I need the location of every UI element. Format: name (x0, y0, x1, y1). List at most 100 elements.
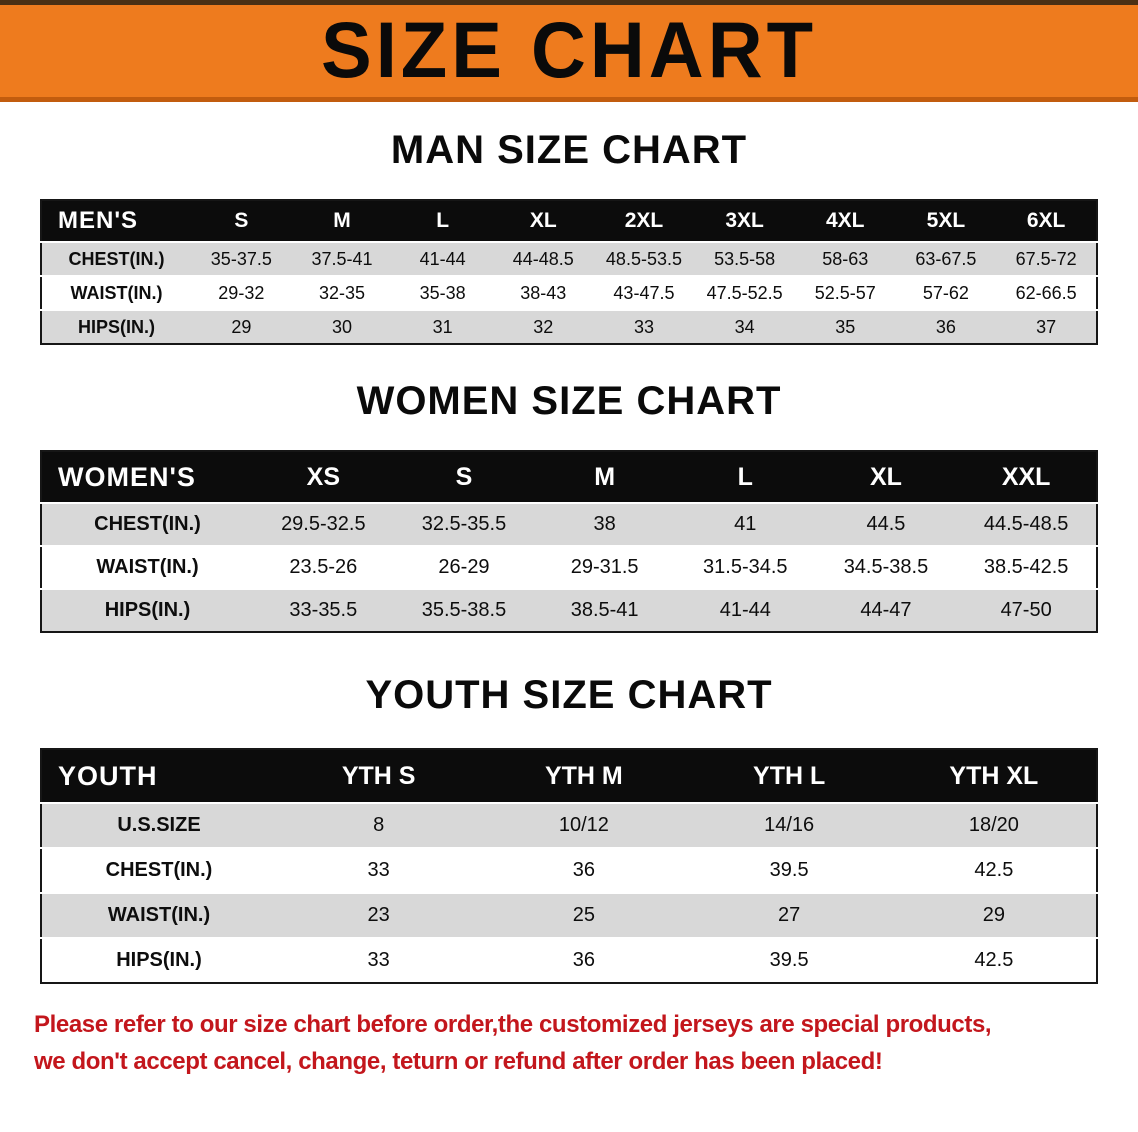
row-label: U.S.SIZE (41, 803, 276, 848)
banner: SIZE CHART (0, 0, 1138, 102)
men-waist-row: WAIST(IN.) 29-32 32-35 35-38 38-43 43-47… (41, 276, 1097, 310)
size-value: 32.5-35.5 (393, 503, 535, 546)
size-value: 58-63 (794, 242, 896, 276)
women-waist-row: WAIST(IN.) 23.5-26 26-29 29-31.5 31.5-34… (41, 546, 1097, 589)
size-value: 34 (694, 310, 795, 344)
size-value: 33 (593, 310, 695, 344)
size-value: 62-66.5 (996, 276, 1097, 310)
size-value: 35.5-38.5 (393, 589, 535, 632)
youth-table-label: YOUTH (41, 749, 276, 803)
size-col-header: L (392, 200, 493, 242)
size-value: 47-50 (956, 589, 1097, 632)
size-value: 42.5 (891, 848, 1097, 893)
size-col-header: S (191, 200, 292, 242)
size-col-header: XS (253, 451, 394, 503)
size-value: 47.5-52.5 (694, 276, 795, 310)
size-col-header: 3XL (694, 200, 795, 242)
size-value: 48.5-53.5 (593, 242, 695, 276)
size-value: 29 (891, 893, 1097, 938)
women-section: WOMEN SIZE CHART WOMEN'S XS S M L XL XXL… (0, 379, 1138, 633)
size-value: 53.5-58 (694, 242, 795, 276)
note-line-1: Please refer to our size chart before or… (34, 1011, 992, 1038)
size-col-header: 2XL (593, 200, 695, 242)
youth-ussize-row: U.S.SIZE 8 10/12 14/16 18/20 (41, 803, 1097, 848)
size-value: 41-44 (674, 589, 816, 632)
youth-header-row: YOUTH YTH S YTH M YTH L YTH XL (41, 749, 1097, 803)
men-header-row: MEN'S S M L XL 2XL 3XL 4XL 5XL 6XL (41, 200, 1097, 242)
size-col-header: M (291, 200, 393, 242)
size-value: 33 (276, 848, 482, 893)
men-section-heading: MAN SIZE CHART (390, 128, 748, 172)
youth-section: YOUTH SIZE CHART YOUTH YTH S YTH M YTH L… (0, 673, 1138, 984)
size-value: 29-32 (191, 276, 292, 310)
size-value: 35-38 (392, 276, 493, 310)
women-table-label: WOMEN'S (41, 451, 253, 503)
row-label: CHEST(IN.) (41, 242, 191, 276)
row-label: HIPS(IN.) (41, 938, 276, 983)
size-value: 18/20 (891, 803, 1097, 848)
size-value: 35 (794, 310, 896, 344)
size-col-header: 6XL (996, 200, 1097, 242)
size-value: 23 (276, 893, 482, 938)
note-line-2: we don't accept cancel, change, teturn o… (34, 1048, 883, 1076)
size-value: 37 (996, 310, 1097, 344)
size-value: 57-62 (895, 276, 997, 310)
women-chest-row: CHEST(IN.) 29.5-32.5 32.5-35.5 38 41 44.… (41, 503, 1097, 546)
size-value: 67.5-72 (996, 242, 1097, 276)
women-section-heading: WOMEN SIZE CHART (356, 379, 782, 423)
men-chest-row: CHEST(IN.) 35-37.5 37.5-41 41-44 44-48.5… (41, 242, 1097, 276)
size-col-header: YTH L (686, 749, 892, 803)
size-value: 31.5-34.5 (674, 546, 816, 589)
size-value: 44-47 (815, 589, 957, 632)
women-size-table: WOMEN'S XS S M L XL XXL CHEST(IN.) 29.5-… (40, 450, 1098, 633)
men-table-label: MEN'S (41, 200, 191, 242)
size-value: 27 (686, 893, 892, 938)
row-label: CHEST(IN.) (41, 503, 253, 546)
size-value: 63-67.5 (895, 242, 997, 276)
size-value: 32 (492, 310, 594, 344)
size-col-header: XL (815, 451, 957, 503)
size-value: 38-43 (492, 276, 594, 310)
size-value: 38 (534, 503, 675, 546)
size-value: 44.5-48.5 (956, 503, 1097, 546)
size-value: 29 (191, 310, 292, 344)
size-value: 36 (481, 938, 687, 983)
size-value: 44-48.5 (492, 242, 594, 276)
size-value: 29-31.5 (534, 546, 675, 589)
size-value: 23.5-26 (253, 546, 394, 589)
size-value: 38.5-41 (534, 589, 675, 632)
size-col-header: S (393, 451, 535, 503)
size-value: 36 (481, 848, 687, 893)
men-size-table: MEN'S S M L XL 2XL 3XL 4XL 5XL 6XL CHEST… (40, 199, 1098, 345)
size-value: 30 (291, 310, 393, 344)
row-label: CHEST(IN.) (41, 848, 276, 893)
size-value: 52.5-57 (794, 276, 896, 310)
size-col-header: XL (492, 200, 594, 242)
size-col-header: L (674, 451, 816, 503)
youth-hips-row: HIPS(IN.) 33 36 39.5 42.5 (41, 938, 1097, 983)
row-label: HIPS(IN.) (41, 589, 253, 632)
size-value: 42.5 (891, 938, 1097, 983)
size-value: 33 (276, 938, 482, 983)
size-value: 44.5 (815, 503, 957, 546)
youth-size-table: YOUTH YTH S YTH M YTH L YTH XL U.S.SIZE … (40, 748, 1098, 984)
women-header-row: WOMEN'S XS S M L XL XXL (41, 451, 1097, 503)
size-value: 36 (895, 310, 997, 344)
size-value: 35-37.5 (191, 242, 292, 276)
size-value: 39.5 (686, 848, 892, 893)
size-value: 32-35 (291, 276, 393, 310)
women-hips-row: HIPS(IN.) 33-35.5 35.5-38.5 38.5-41 41-4… (41, 589, 1097, 632)
size-value: 33-35.5 (253, 589, 394, 632)
size-value: 25 (481, 893, 687, 938)
size-value: 14/16 (686, 803, 892, 848)
size-value: 39.5 (686, 938, 892, 983)
size-value: 10/12 (481, 803, 687, 848)
youth-waist-row: WAIST(IN.) 23 25 27 29 (41, 893, 1097, 938)
size-value: 8 (276, 803, 482, 848)
size-col-header: YTH M (481, 749, 687, 803)
row-label: HIPS(IN.) (41, 310, 191, 344)
size-col-header: YTH S (276, 749, 482, 803)
size-col-header: 5XL (895, 200, 997, 242)
youth-section-heading: YOUTH SIZE CHART (365, 673, 773, 717)
size-value: 29.5-32.5 (253, 503, 394, 546)
